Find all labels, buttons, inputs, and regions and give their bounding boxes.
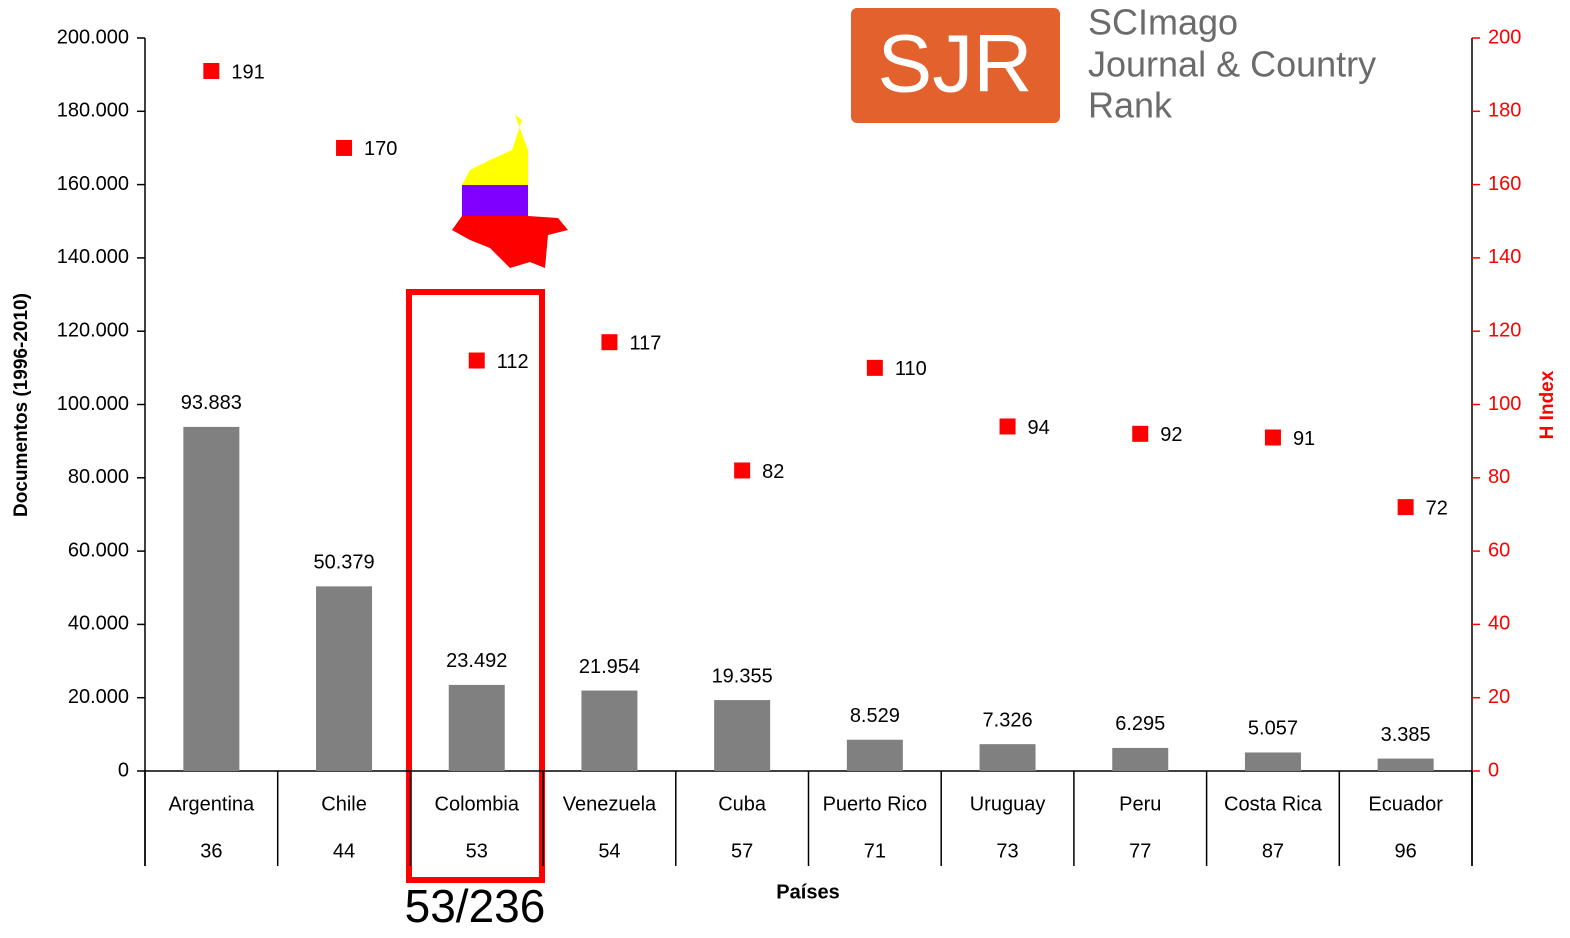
rank-label: 71: [864, 840, 886, 862]
x-tick-label: Peru: [1119, 793, 1161, 815]
scatter-point: [601, 334, 618, 351]
scatter-point: [734, 462, 751, 479]
rank-label: 57: [731, 840, 753, 862]
y-tick-label: 100.000: [57, 393, 129, 415]
y2-tick-label: 200: [1488, 26, 1521, 48]
rank-label: 53: [466, 840, 488, 862]
x-tick-label: Puerto Rico: [823, 793, 928, 815]
y2-tick-label: 160: [1488, 173, 1521, 195]
point-value-label: 112: [497, 351, 529, 373]
point-value-label: 94: [1028, 417, 1050, 439]
x-tick-label: Cuba: [718, 793, 767, 815]
bar-value-label: 21.954: [579, 656, 640, 678]
rank-label: 44: [333, 840, 355, 862]
y2-tick-label: 100: [1488, 393, 1521, 415]
logo-text: SCImago: [1088, 2, 1238, 43]
scatter-point: [866, 359, 883, 376]
map-red: [452, 216, 568, 268]
bar-value-label: 3.385: [1381, 724, 1431, 746]
x-axis-title: Países: [776, 881, 839, 903]
x-tick-label: Venezuela: [563, 793, 657, 815]
y2-tick-label: 40: [1488, 613, 1510, 635]
x-tick-label: Colombia: [435, 793, 520, 815]
bar: [846, 739, 903, 771]
scatter-point: [1397, 499, 1414, 516]
x-tick-label: Uruguay: [970, 793, 1046, 815]
y2-tick-label: 140: [1488, 246, 1521, 268]
point-value-label: 82: [762, 461, 784, 483]
bar: [714, 700, 771, 771]
rank-label: 36: [200, 840, 222, 862]
point-value-label: 191: [231, 61, 264, 83]
bar: [1112, 747, 1169, 771]
scatter-point: [468, 352, 485, 369]
rank-label: 77: [1129, 840, 1151, 862]
bar-value-label: 6.295: [1115, 713, 1165, 735]
rank-label: 96: [1395, 840, 1417, 862]
y-tick-label: 80.000: [68, 466, 129, 488]
y2-axis-title: H Index: [1537, 370, 1558, 439]
bar: [979, 744, 1036, 771]
bar-value-label: 19.355: [712, 665, 773, 687]
rank-label: 73: [996, 840, 1018, 862]
x-tick-label: Chile: [321, 793, 367, 815]
y2-tick-label: 180: [1488, 100, 1521, 122]
y2-tick-label: 20: [1488, 686, 1510, 708]
logo-text: Journal & Country: [1088, 44, 1376, 85]
point-value-label: 117: [629, 332, 661, 354]
rank-label: 87: [1262, 840, 1284, 862]
scatter-point: [1264, 429, 1281, 446]
map-blue: [462, 185, 528, 216]
point-value-label: 72: [1426, 497, 1448, 519]
bar: [448, 684, 505, 771]
scatter-point: [1132, 425, 1149, 442]
y-axis-title: Documentos (1996-2010): [11, 293, 32, 517]
y2-tick-label: 60: [1488, 539, 1510, 561]
scatter-point: [203, 62, 220, 79]
bar: [316, 586, 373, 771]
map-yellow: [462, 115, 528, 185]
bar-value-label: 7.326: [983, 709, 1033, 731]
scatter-point: [999, 418, 1016, 435]
y2-tick-label: 80: [1488, 466, 1510, 488]
y-tick-label: 180.000: [57, 100, 129, 122]
y-tick-label: 140.000: [57, 246, 129, 268]
point-value-label: 170: [364, 138, 397, 160]
y2-tick-label: 120: [1488, 319, 1521, 341]
bar-value-label: 23.492: [446, 650, 507, 672]
logo-box: [851, 8, 1060, 123]
scatter-point: [336, 139, 353, 156]
y-tick-label: 0: [118, 759, 129, 781]
y-tick-label: 200.000: [57, 26, 129, 48]
x-tick-label: Argentina: [169, 793, 255, 815]
x-tick-label: Costa Rica: [1224, 793, 1323, 815]
y-tick-label: 160.000: [57, 173, 129, 195]
rank-label: 54: [598, 840, 620, 862]
bar-value-label: 93.883: [181, 392, 242, 414]
point-value-label: 91: [1293, 428, 1315, 450]
bar: [183, 426, 240, 771]
bar-value-label: 50.379: [313, 552, 374, 574]
y2-tick-label: 0: [1488, 759, 1499, 781]
logo-text: Rank: [1088, 85, 1173, 126]
bar: [581, 690, 638, 771]
bar-value-label: 5.057: [1248, 718, 1298, 740]
x-tick-label: Ecuador: [1368, 793, 1443, 815]
y-tick-label: 20.000: [68, 686, 129, 708]
y-tick-label: 40.000: [68, 613, 129, 635]
bar: [1377, 758, 1434, 771]
logo-mark: SJR: [878, 19, 1033, 110]
point-value-label: 92: [1160, 424, 1182, 446]
y-tick-label: 60.000: [68, 539, 129, 561]
point-value-label: 110: [895, 358, 927, 380]
annotation: 53/236: [405, 880, 546, 932]
bar-value-label: 8.529: [850, 705, 900, 727]
bar: [1244, 752, 1301, 771]
highlight-box: [406, 289, 545, 883]
y-tick-label: 120.000: [57, 319, 129, 341]
